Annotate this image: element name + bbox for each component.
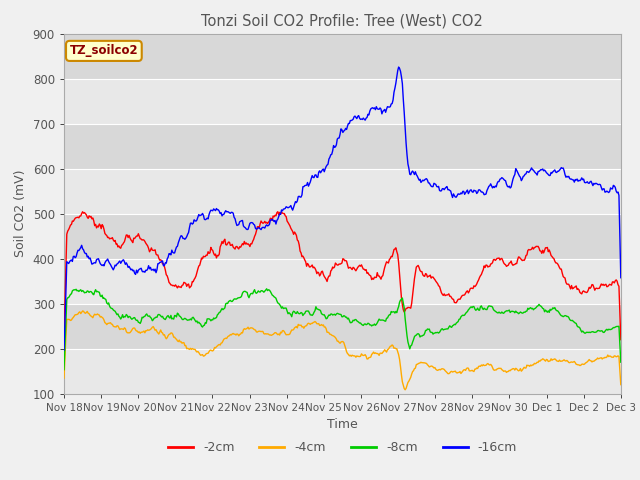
- Title: Tonzi Soil CO2 Profile: Tree (West) CO2: Tonzi Soil CO2 Profile: Tree (West) CO2: [202, 13, 483, 28]
- Bar: [64, 303, 621, 348]
- Bar: [64, 214, 621, 259]
- X-axis label: Time: Time: [327, 418, 358, 431]
- Bar: [64, 79, 621, 123]
- Legend: -2cm, -4cm, -8cm, -16cm: -2cm, -4cm, -8cm, -16cm: [163, 436, 522, 459]
- Bar: [64, 34, 621, 79]
- Bar: [64, 123, 621, 168]
- Text: TZ_soilco2: TZ_soilco2: [70, 44, 138, 58]
- Bar: [64, 348, 621, 394]
- Bar: [64, 168, 621, 214]
- Bar: [64, 259, 621, 303]
- Y-axis label: Soil CO2 (mV): Soil CO2 (mV): [14, 170, 27, 257]
